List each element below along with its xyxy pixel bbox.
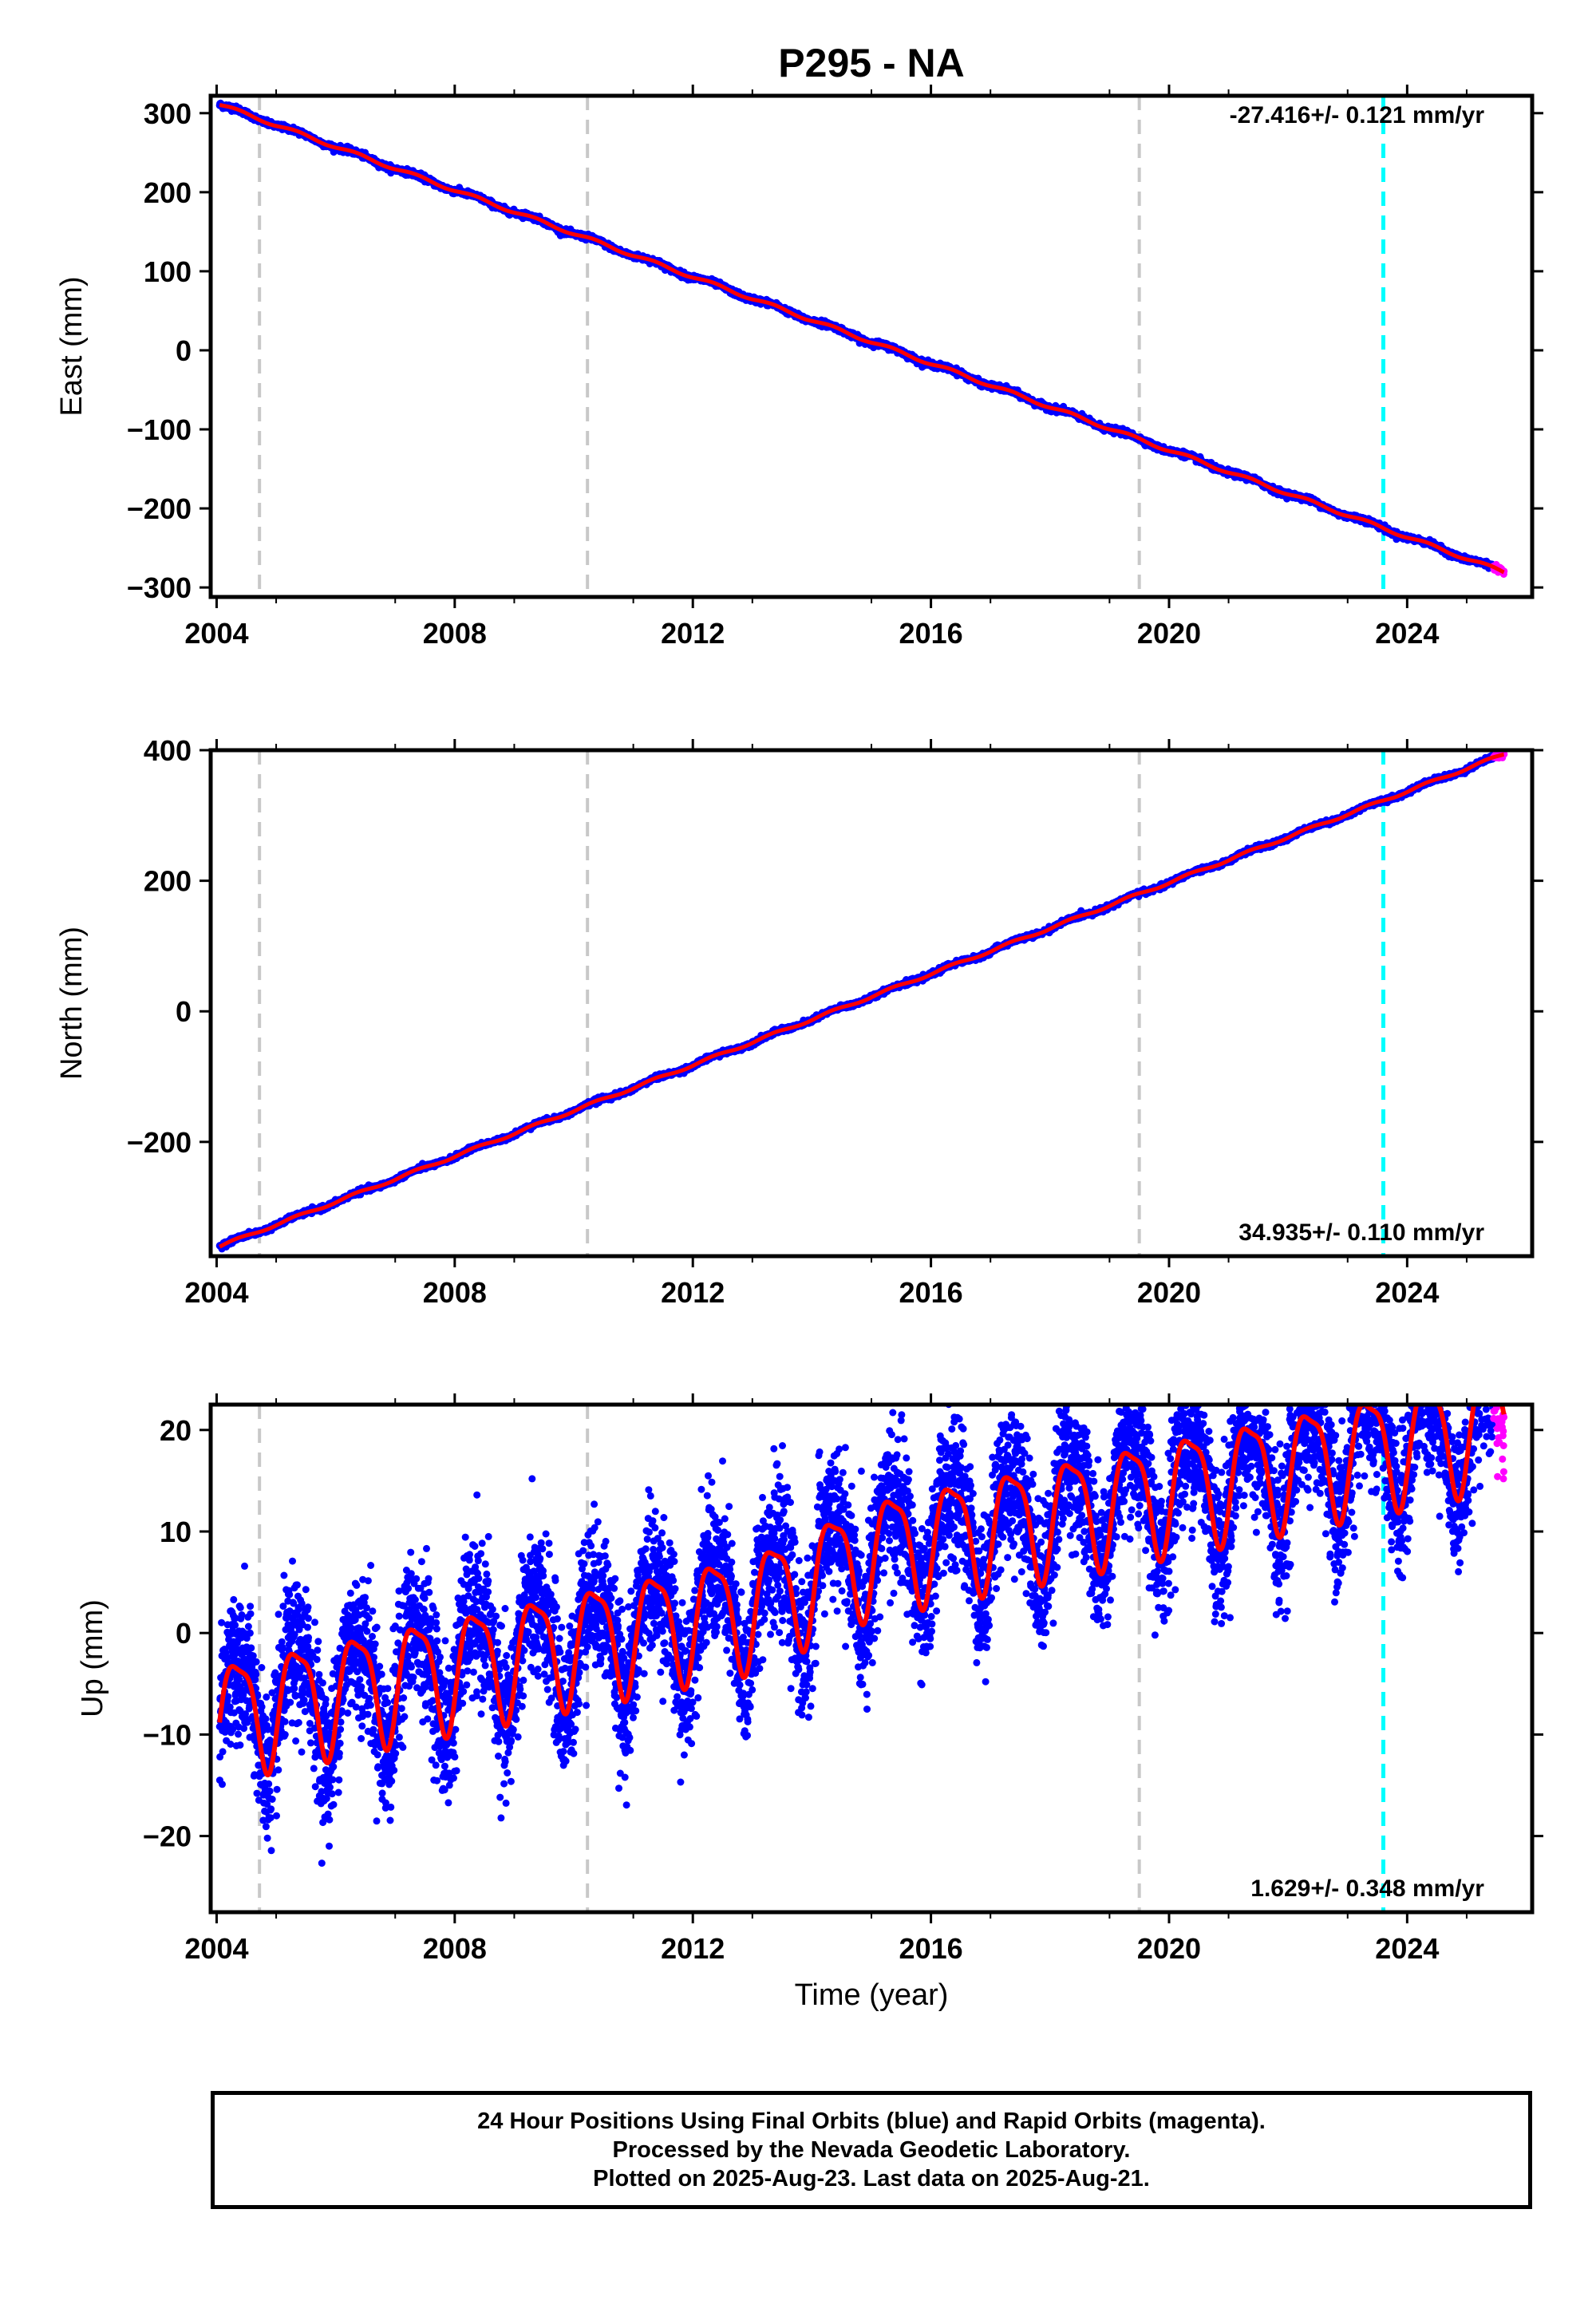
plot-area (215, 750, 1508, 1256)
x-tick-label: 2016 (899, 617, 963, 650)
panel-east: 2004 2008 2012 2016 2020 2024 300 200 100 0 −100 −2… (55, 85, 1543, 650)
panels: 2004 2008 2012 2016 2020 2024 300 200 100 0 −100 −2… (55, 85, 1543, 1965)
x-tick-label: 2020 (1137, 617, 1201, 650)
y-tick-label: −300 (127, 571, 192, 604)
x-tick-label: 2004 (184, 617, 248, 650)
y-tick-label: 300 (144, 97, 192, 130)
panel-north: 2004 2008 2012 2016 2020 20244002000−200North… (55, 734, 1543, 1309)
y-tick-label: 0 (176, 334, 192, 367)
x-tick-label: 2012 (661, 617, 725, 650)
figure-title: P295 - NA (778, 41, 964, 85)
y-axis-label: East (mm) (55, 276, 89, 416)
y-tick-label: 200 (144, 176, 192, 209)
rate-annotation: -27.416+/- 0.121 mm/yr (1230, 102, 1485, 128)
x-tick-label: 2024 (1375, 617, 1439, 650)
y-tick-label: −200 (127, 492, 192, 525)
plot-area (215, 96, 1508, 597)
x-tick-label: 2008 (423, 617, 487, 650)
y-tick-label: 100 (144, 255, 192, 288)
y-tick-label: −100 (127, 413, 192, 446)
model-fit-line (218, 103, 1506, 575)
